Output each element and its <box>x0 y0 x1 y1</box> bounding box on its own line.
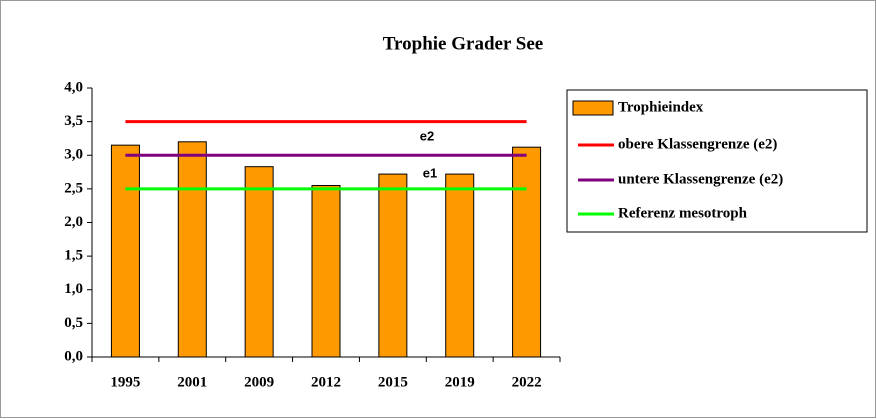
y-tick-label: 2,5 <box>64 180 83 196</box>
y-tick-label: 4,0 <box>64 79 83 95</box>
x-tick-label: 1995 <box>110 374 140 390</box>
y-tick-label: 1,5 <box>64 248 83 264</box>
x-tick-label: 2022 <box>512 374 542 390</box>
bar <box>110 144 140 358</box>
bar <box>311 185 341 358</box>
y-tick-label: 3,5 <box>64 113 83 129</box>
legend-label: Referenz mesotroph <box>618 205 748 221</box>
y-tick-label: 0,0 <box>64 348 83 364</box>
chart-title: Trophie Grader See <box>383 33 543 54</box>
legend-label: Trophieindex <box>618 99 704 115</box>
bar <box>244 166 274 358</box>
annotation: e1 <box>423 165 437 180</box>
x-tick-label: 2019 <box>445 374 475 390</box>
bar <box>378 173 408 358</box>
x-tick-label: 2012 <box>311 374 341 390</box>
legend-swatch <box>572 100 614 116</box>
legend-label: untere Klassengrenze (e2) <box>618 171 783 187</box>
x-tick-label: 2015 <box>378 374 408 390</box>
y-tick-label: 1,0 <box>64 281 83 297</box>
legend-label: obere Klassengrenze (e2) <box>618 136 777 152</box>
legend <box>566 89 868 233</box>
y-tick-label: 0,5 <box>64 315 83 331</box>
annotation: e2 <box>420 128 434 143</box>
x-tick-label: 2009 <box>244 374 274 390</box>
bar <box>445 173 475 358</box>
bar <box>512 146 542 358</box>
y-tick-label: 3,0 <box>64 147 83 163</box>
x-tick-label: 2001 <box>177 374 207 390</box>
y-tick-label: 2,0 <box>64 214 83 230</box>
bar <box>177 141 207 358</box>
